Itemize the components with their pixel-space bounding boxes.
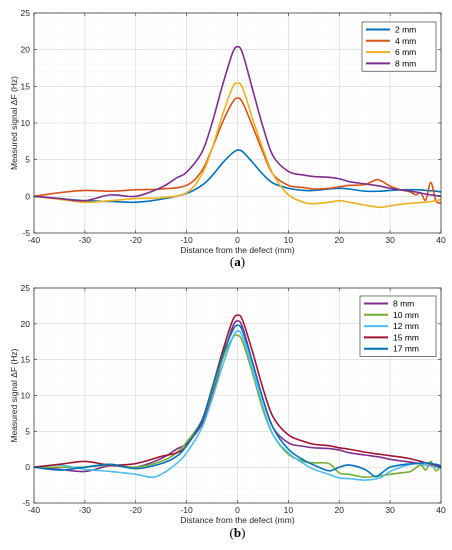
y-tick-label: 0 [25, 191, 30, 201]
y-tick-label: 15 [21, 355, 31, 365]
y-tick-label: 10 [21, 118, 31, 128]
x-tick-label: -20 [130, 505, 143, 515]
legend-entry-label: 2 mm [395, 25, 416, 35]
legend-entry-label: 15 mm [393, 332, 419, 342]
series-line-4-mm [34, 97, 441, 204]
x-tick-label: 10 [284, 505, 294, 515]
legend-entry-label: 12 mm [393, 321, 419, 331]
panel-label: (a) [230, 254, 245, 269]
x-tick-label: 30 [385, 505, 395, 515]
series-lines [34, 45, 441, 209]
x-tick-label: -40 [28, 505, 41, 515]
series-line-6-mm [34, 82, 441, 209]
legend-entry-label: 10 mm [393, 310, 419, 320]
x-tick-label: -10 [180, 235, 193, 245]
x-axis-label: Distance from the defect (mm) [180, 515, 294, 525]
y-tick-label: 20 [21, 45, 31, 55]
x-tick-label: 0 [235, 505, 240, 515]
x-tick-label: -30 [79, 505, 92, 515]
series-line-17-mm [34, 324, 441, 478]
x-tick-label: 40 [436, 505, 446, 515]
y-axis-label: Measured signal ΔF (Hz) [9, 76, 19, 170]
legend-entry-label: 8 mm [393, 299, 414, 309]
y-axis-label: Measured signal ΔF (Hz) [9, 348, 19, 442]
series-line-2-mm [34, 149, 441, 204]
y-tick-label: 5 [25, 426, 30, 436]
x-axis-label: Distance from the defect (mm) [180, 245, 294, 255]
series-lines [34, 314, 441, 481]
legend-entry-label: 8 mm [395, 58, 416, 68]
y-tick-label: 25 [21, 283, 31, 293]
x-tick-label: 30 [385, 235, 395, 245]
series-line-8-mm [34, 45, 441, 202]
series-line-12-mm [34, 330, 441, 481]
y-tick-label: -5 [22, 498, 30, 508]
x-tick-label: -10 [180, 505, 193, 515]
y-tick-label: 20 [21, 319, 31, 329]
x-tick-label: -30 [79, 235, 92, 245]
chart-panel-b: -40 -30 -20 -10 0 10 20 30 40 -5 0 5 10 15 20 25 Distanc… [9, 283, 446, 540]
y-tick-label: 0 [25, 462, 30, 472]
y-tick-label: -5 [22, 228, 30, 238]
chart-panel-a: -40 -30 -20 -10 0 10 20 30 40 -5 0 5 10 15 20 25 Distanc… [9, 8, 446, 269]
x-tick-label: 10 [284, 235, 294, 245]
x-tick-label: 0 [235, 235, 240, 245]
y-tick-label: 25 [21, 8, 31, 18]
legend-entry-label: 6 mm [395, 47, 416, 57]
legend-entry-label: 4 mm [395, 36, 416, 46]
y-tick-label: 15 [21, 81, 31, 91]
x-tick-label: -20 [130, 235, 143, 245]
series-line-15-mm [34, 314, 441, 468]
x-tick-label: 20 [335, 505, 345, 515]
y-tick-label: 10 [21, 391, 31, 401]
y-tick-label: 5 [25, 155, 30, 165]
legend: 2 mm4 mm6 mm8 mm [361, 21, 437, 72]
x-tick-label: -40 [28, 235, 41, 245]
x-tick-label: 40 [436, 235, 446, 245]
legend-entry-label: 17 mm [393, 344, 419, 354]
x-tick-label: 20 [335, 235, 345, 245]
panel-label: (b) [230, 525, 246, 540]
